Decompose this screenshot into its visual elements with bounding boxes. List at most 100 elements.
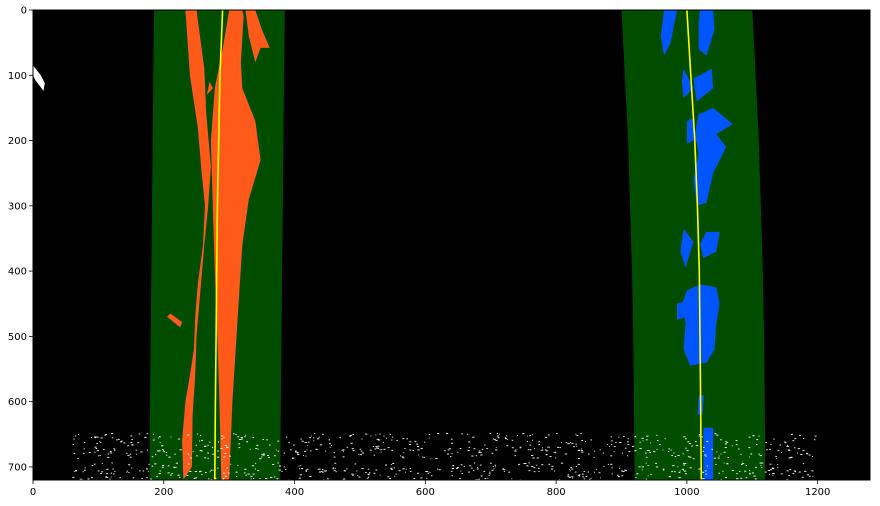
noise-point bbox=[551, 465, 554, 467]
noise-point bbox=[106, 473, 108, 475]
noise-point bbox=[127, 454, 130, 456]
noise-point bbox=[812, 456, 813, 457]
noise-point bbox=[575, 443, 577, 445]
noise-point bbox=[375, 434, 377, 436]
noise-point bbox=[438, 469, 441, 471]
noise-point bbox=[385, 464, 387, 466]
noise-point bbox=[187, 434, 190, 436]
noise-point bbox=[617, 474, 619, 476]
noise-point bbox=[777, 464, 779, 465]
noise-point bbox=[412, 450, 414, 451]
noise-point bbox=[151, 456, 154, 458]
noise-point bbox=[706, 465, 708, 467]
noise-point bbox=[663, 469, 665, 471]
noise-point bbox=[301, 468, 304, 469]
noise-point bbox=[226, 446, 229, 448]
noise-point bbox=[372, 446, 375, 447]
noise-point bbox=[514, 450, 517, 452]
noise-point bbox=[575, 433, 577, 435]
noise-point bbox=[354, 463, 357, 465]
noise-point bbox=[246, 441, 249, 443]
noise-point bbox=[646, 435, 649, 437]
noise-point bbox=[459, 478, 462, 479]
noise-point bbox=[368, 476, 370, 478]
noise-point bbox=[313, 437, 315, 439]
noise-point bbox=[426, 478, 428, 479]
noise-point bbox=[430, 458, 432, 460]
noise-point bbox=[131, 467, 133, 469]
noise-point bbox=[549, 456, 552, 457]
noise-point bbox=[262, 453, 265, 455]
noise-point bbox=[758, 453, 760, 455]
x-tick-label: 200 bbox=[154, 487, 173, 498]
noise-point bbox=[159, 436, 161, 437]
noise-point bbox=[673, 452, 675, 454]
noise-point bbox=[646, 450, 650, 451]
x-tick-label: 0 bbox=[30, 487, 36, 498]
noise-point bbox=[567, 443, 570, 445]
noise-point bbox=[594, 450, 596, 452]
noise-point bbox=[590, 439, 593, 441]
noise-point bbox=[200, 435, 201, 437]
noise-point bbox=[223, 472, 226, 474]
noise-point bbox=[649, 452, 651, 453]
noise-point bbox=[569, 470, 571, 472]
noise-point bbox=[313, 440, 315, 442]
noise-point bbox=[731, 445, 733, 447]
noise-point bbox=[745, 477, 748, 479]
noise-point bbox=[73, 438, 75, 440]
noise-point bbox=[801, 476, 804, 478]
noise-point bbox=[377, 447, 380, 449]
noise-point bbox=[609, 446, 610, 447]
noise-point bbox=[105, 477, 107, 479]
noise-point bbox=[352, 434, 355, 435]
noise-point bbox=[344, 470, 347, 472]
noise-point bbox=[222, 478, 225, 479]
noise-point bbox=[387, 476, 390, 478]
noise-point bbox=[307, 445, 309, 446]
noise-point bbox=[333, 452, 335, 454]
noise-point bbox=[426, 471, 429, 472]
noise-point bbox=[538, 467, 540, 469]
noise-point bbox=[703, 446, 705, 448]
noise-point bbox=[130, 442, 133, 443]
noise-point bbox=[659, 444, 661, 445]
noise-point bbox=[678, 477, 681, 479]
noise-point bbox=[277, 450, 280, 452]
noise-point bbox=[575, 466, 577, 467]
noise-point bbox=[684, 463, 687, 464]
noise-point bbox=[557, 446, 560, 448]
noise-point bbox=[96, 450, 99, 452]
noise-point bbox=[580, 450, 583, 451]
noise-point bbox=[329, 446, 331, 448]
noise-point bbox=[262, 454, 265, 456]
noise-point bbox=[418, 454, 420, 456]
noise-point bbox=[329, 443, 331, 445]
noise-point bbox=[100, 442, 102, 443]
noise-point bbox=[123, 442, 126, 444]
noise-point bbox=[735, 440, 738, 441]
noise-point bbox=[803, 438, 805, 439]
noise-point bbox=[624, 447, 627, 449]
noise-point bbox=[621, 475, 624, 477]
noise-point bbox=[188, 454, 190, 456]
noise-point bbox=[811, 470, 814, 472]
noise-point bbox=[278, 469, 281, 471]
noise-point bbox=[259, 458, 262, 460]
noise-point bbox=[755, 466, 757, 468]
noise-point bbox=[244, 468, 247, 470]
noise-point bbox=[448, 448, 452, 450]
noise-point bbox=[209, 471, 211, 473]
noise-point bbox=[173, 466, 175, 468]
noise-point bbox=[619, 442, 622, 443]
noise-point bbox=[491, 469, 494, 471]
noise-point bbox=[334, 467, 336, 469]
noise-point bbox=[273, 476, 276, 478]
noise-point bbox=[240, 437, 243, 439]
noise-point bbox=[683, 463, 686, 465]
noise-point bbox=[677, 466, 679, 468]
noise-point bbox=[130, 435, 133, 437]
noise-point bbox=[158, 437, 160, 439]
noise-point bbox=[106, 476, 109, 478]
noise-point bbox=[668, 476, 671, 477]
